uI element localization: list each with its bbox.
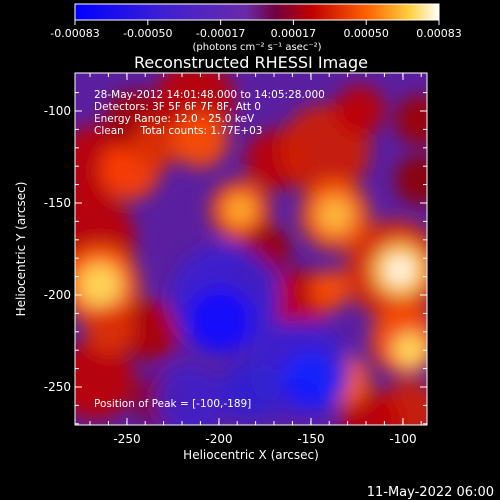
flux-blob xyxy=(392,332,427,368)
flux-blob xyxy=(155,365,225,425)
axis-ticks xyxy=(75,73,427,425)
y-tick-label: -200 xyxy=(44,288,71,302)
plot-area xyxy=(74,72,428,426)
flux-blob xyxy=(75,340,135,420)
flux-blob xyxy=(85,305,135,355)
time-range-label: 28-May-2012 14:01:48.000 to 14:05:28.000 xyxy=(94,89,325,101)
flux-blob xyxy=(130,120,180,170)
flux-blob xyxy=(386,256,414,284)
plot-frame xyxy=(74,72,428,426)
flux-blob xyxy=(317,197,353,233)
colorbar-ticks xyxy=(74,20,440,25)
colorbar: -0.00083 -0.00050 -0.00017 0.00017 0.000… xyxy=(50,3,462,53)
colorbar-tick-label: 0.00083 xyxy=(416,27,462,40)
flux-blob xyxy=(335,85,385,135)
x-tick-label: -250 xyxy=(113,432,140,446)
footer-date: 11-May-2022 06:00 xyxy=(367,485,494,500)
flux-blob xyxy=(220,360,280,420)
colorbar-tick-label: 0.00050 xyxy=(343,27,389,40)
flux-blob xyxy=(395,95,427,145)
flux-blob xyxy=(224,194,256,226)
colorbar-tick-label: -0.00083 xyxy=(50,27,99,40)
flux-blob xyxy=(310,270,350,310)
flux-blob xyxy=(172,112,228,168)
flux-blob xyxy=(78,263,122,307)
y-tick-label: -150 xyxy=(44,196,71,210)
y-tick-label: -100 xyxy=(44,104,71,118)
flux-blob xyxy=(282,352,338,408)
energy-range-label: Energy Range: 12.0 - 25.0 keV xyxy=(94,113,255,125)
y-axis-label: Heliocentric Y (arcsec) xyxy=(14,182,28,317)
method-counts-label: Clean Total counts: 1.77E+03 xyxy=(94,125,263,137)
x-tick-label: -150 xyxy=(297,432,324,446)
colorbar-tick-label: 0.00017 xyxy=(271,27,317,40)
colorbar-tick-label: -0.00050 xyxy=(123,27,172,40)
flux-blob xyxy=(120,300,180,360)
flux-blob xyxy=(395,155,427,205)
x-tick-label: -100 xyxy=(389,432,416,446)
x-tick-label: -200 xyxy=(205,432,232,446)
peak-position-label: Position of Peak = [-100,-189] xyxy=(94,398,251,410)
colorbar-tick-label: -0.00017 xyxy=(196,27,245,40)
flux-map xyxy=(75,73,427,425)
x-axis-label: Heliocentric X (arcsec) xyxy=(183,448,319,462)
colorbar-units-label: (photons cm⁻² s⁻¹ asec⁻²) xyxy=(192,42,321,53)
y-tick-label: -250 xyxy=(44,380,71,394)
detectors-label: Detectors: 3F 5F 6F 7F 8F, Att 0 xyxy=(94,101,261,113)
colorbar-gradient xyxy=(74,3,440,21)
flux-blob xyxy=(188,288,252,352)
plot-title: Reconstructed RHESSI Image xyxy=(134,53,368,72)
